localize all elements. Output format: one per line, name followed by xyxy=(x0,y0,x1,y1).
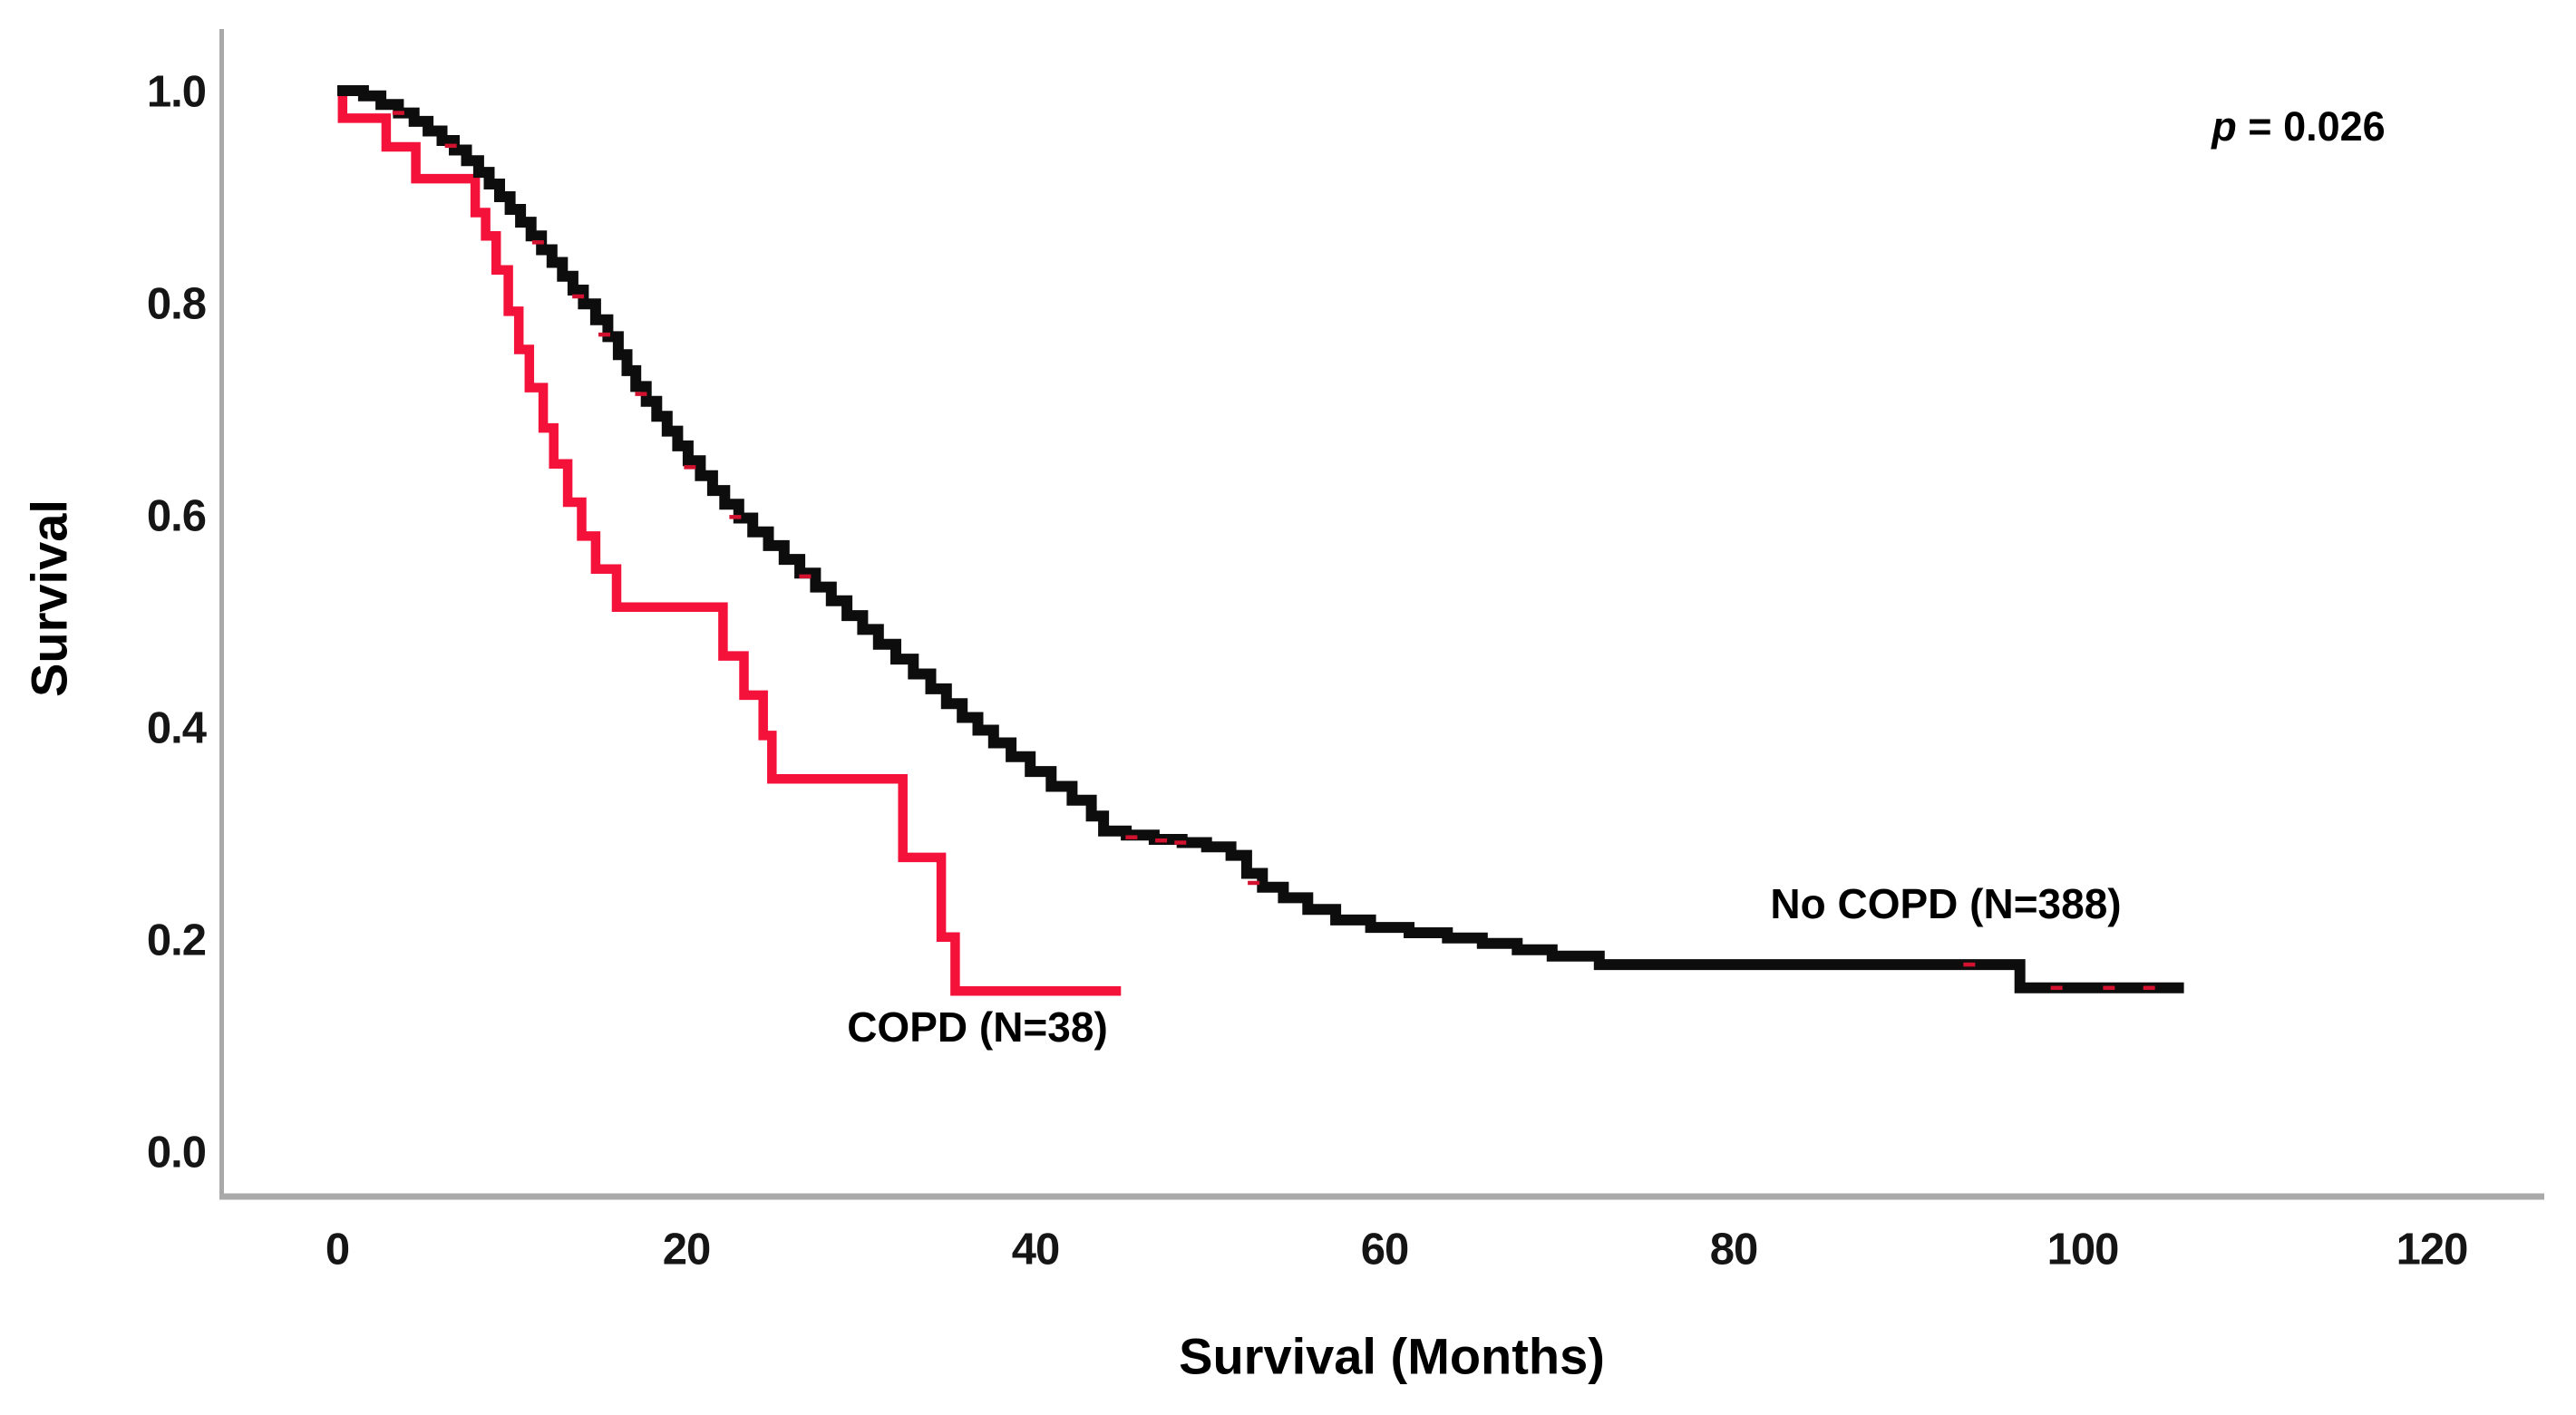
copd-curve-label: COPD (N=38) xyxy=(847,1003,1108,1051)
y-tick-label: 0.0 xyxy=(147,1129,206,1178)
x-tick-label: 0 xyxy=(326,1226,349,1274)
x-tick-label: 120 xyxy=(2396,1226,2468,1274)
y-tick-label: 0.6 xyxy=(147,492,206,541)
x-tick-label: 100 xyxy=(2047,1226,2119,1274)
x-tick-label: 80 xyxy=(1710,1226,1758,1274)
no-copd-curve xyxy=(337,85,2184,993)
p-value-annotation: p = 0.026 xyxy=(2211,103,2385,150)
x-axis-title: Survival (Months) xyxy=(1179,1327,1605,1385)
x-tick-label: 40 xyxy=(1012,1226,1060,1274)
p-value-text: = 0.026 xyxy=(2236,103,2386,150)
x-tick-label: 20 xyxy=(663,1226,711,1274)
no-copd-curve-label: No COPD (N=388) xyxy=(1770,880,2122,927)
y-tick-label: 1.0 xyxy=(147,68,206,117)
y-tick-label: 0.2 xyxy=(147,916,206,965)
y-tick-label: 0.4 xyxy=(147,704,207,753)
y-axis-title: Survival xyxy=(20,499,78,697)
p-value-symbol: p xyxy=(2211,103,2237,150)
x-tick-label: 60 xyxy=(1361,1226,1409,1274)
copd-curve xyxy=(337,85,1122,996)
y-tick-label: 0.8 xyxy=(147,280,206,329)
